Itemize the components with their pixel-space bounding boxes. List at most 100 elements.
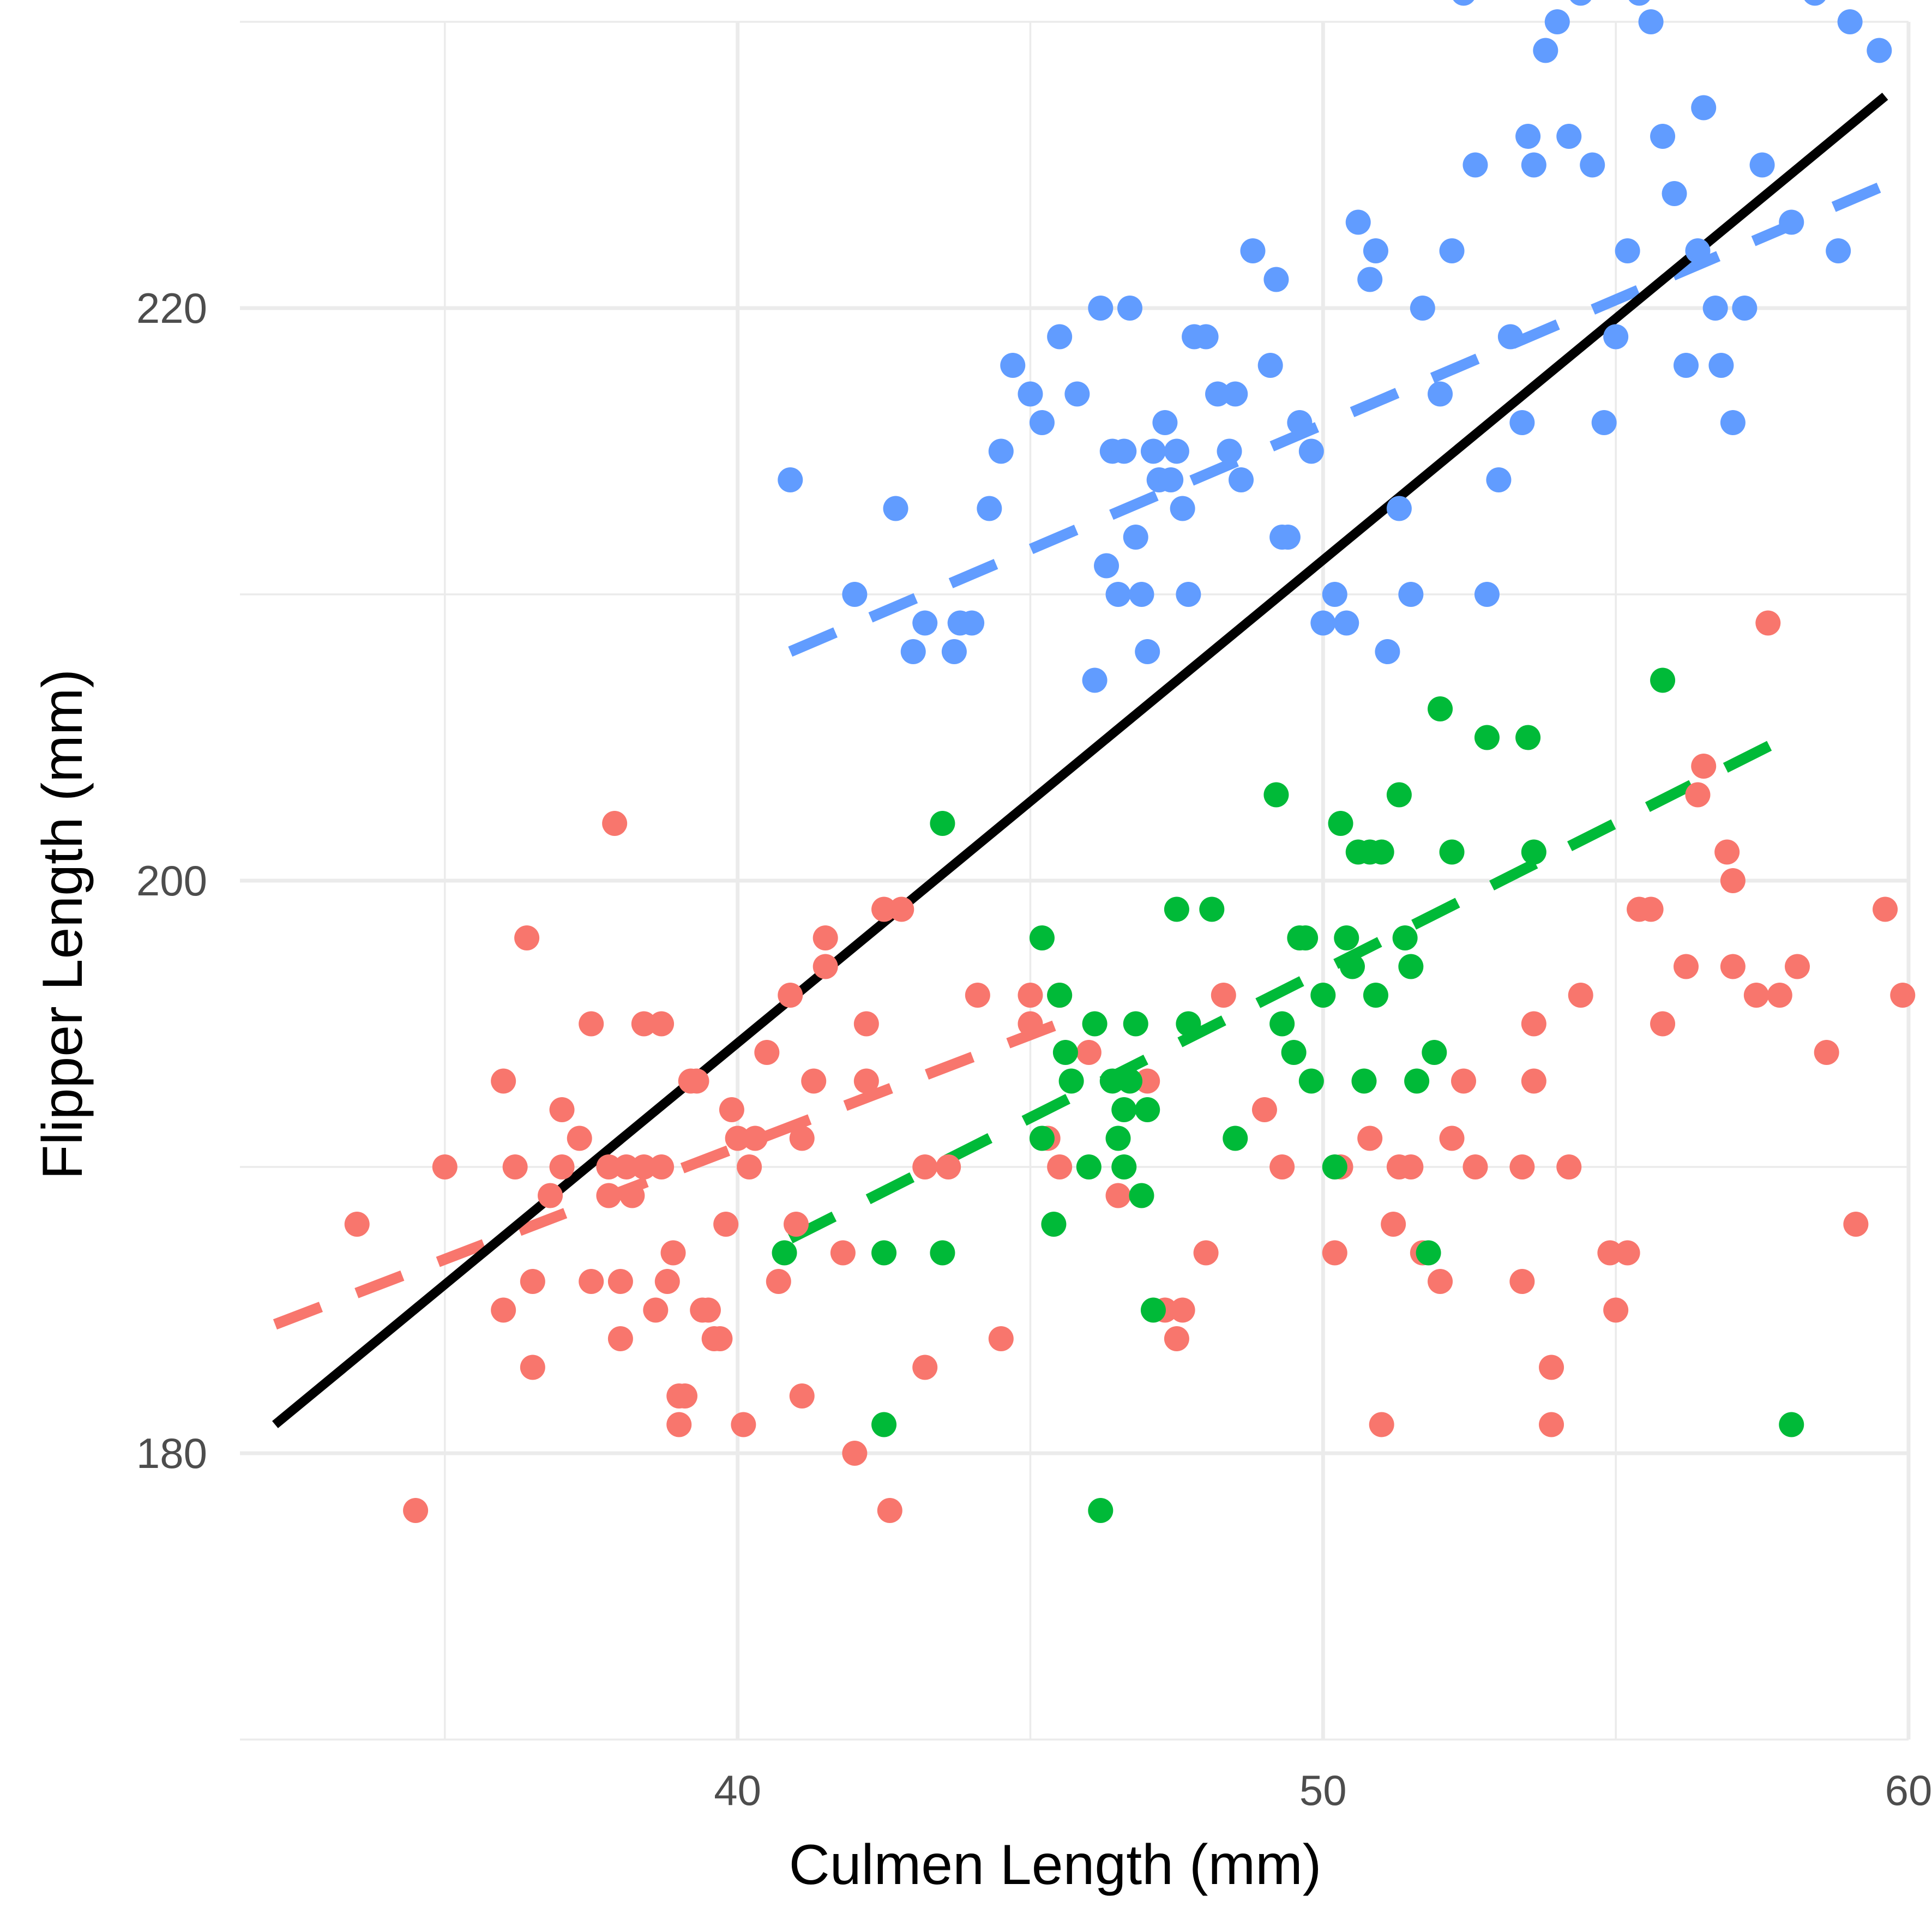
- data-point: [1170, 1297, 1195, 1323]
- y-tick-label: 220: [136, 284, 207, 332]
- data-point: [596, 1183, 622, 1208]
- overall-fit-line: [272, 92, 1888, 1429]
- data-point: [725, 1126, 750, 1151]
- data-point: [1193, 1240, 1219, 1266]
- data-point: [607, 1269, 633, 1294]
- data-point: [988, 1326, 1014, 1351]
- data-point: [1837, 9, 1863, 34]
- data-point: [707, 1326, 733, 1351]
- data-point: [1556, 1154, 1582, 1179]
- data-point: [1404, 1068, 1430, 1094]
- data-point: [1251, 1097, 1277, 1122]
- data-point: [871, 1240, 897, 1266]
- data-point: [1804, 0, 1826, 6]
- data-point: [1123, 525, 1148, 550]
- data-point: [1749, 152, 1775, 178]
- data-point: [649, 1154, 675, 1179]
- data-point: [1129, 582, 1154, 607]
- data-point: [1123, 1011, 1148, 1037]
- data-point: [1521, 1011, 1546, 1037]
- data-point: [1638, 896, 1664, 922]
- data-point: [719, 1097, 744, 1122]
- data-point: [1287, 410, 1313, 435]
- data-point: [344, 1212, 370, 1237]
- data-point: [1357, 267, 1383, 292]
- data-point: [1674, 353, 1699, 378]
- data-point: [684, 1068, 709, 1094]
- data-point: [912, 1355, 938, 1380]
- x-axis-tick-labels: 40 50 60: [714, 1766, 1932, 1814]
- data-point: [1428, 696, 1453, 721]
- data-point: [1322, 582, 1347, 607]
- data-point: [1685, 782, 1711, 808]
- data-point: [1334, 610, 1359, 636]
- data-point: [1217, 438, 1242, 464]
- data-point: [1521, 1068, 1546, 1094]
- data-point: [1398, 582, 1424, 607]
- data-point: [1814, 1040, 1839, 1065]
- data-point: [1029, 410, 1055, 435]
- data-point: [631, 1011, 657, 1037]
- data-point: [830, 1240, 856, 1266]
- data-point: [520, 1355, 545, 1380]
- data-point: [941, 639, 967, 664]
- data-point: [1685, 238, 1711, 263]
- data-point: [1223, 1126, 1248, 1151]
- data-points: [344, 0, 1916, 1523]
- data-point: [1439, 1126, 1465, 1151]
- data-point: [1334, 925, 1359, 950]
- data-point: [731, 1412, 756, 1437]
- series-fit-line: [273, 1007, 1091, 1330]
- data-point: [403, 1498, 429, 1523]
- data-point: [613, 1154, 639, 1179]
- data-point: [1462, 1154, 1488, 1179]
- data-point: [549, 1097, 575, 1122]
- data-point: [1193, 324, 1219, 350]
- data-point: [1029, 1126, 1055, 1151]
- data-point: [789, 1383, 815, 1409]
- data-point: [1164, 438, 1189, 464]
- data-point: [1474, 725, 1500, 750]
- data-point: [1047, 324, 1073, 350]
- data-point: [1386, 782, 1412, 808]
- data-point: [742, 1126, 768, 1151]
- data-point: [1257, 353, 1283, 378]
- data-point: [877, 1498, 902, 1523]
- data-point: [1340, 954, 1365, 979]
- data-point: [1439, 238, 1465, 263]
- data-point: [1638, 9, 1664, 34]
- data-point: [1674, 954, 1699, 979]
- data-point: [1164, 896, 1189, 922]
- x-axis-title: Culmen Length (mm): [789, 1833, 1322, 1897]
- data-point: [812, 925, 838, 950]
- data-point: [1111, 1154, 1137, 1179]
- data-point: [1539, 1355, 1564, 1380]
- data-point: [1428, 1269, 1453, 1294]
- data-point: [1088, 1498, 1114, 1523]
- data-point: [1105, 1183, 1131, 1208]
- x-tick-label: 50: [1299, 1766, 1347, 1814]
- data-point: [1568, 983, 1593, 1008]
- data-point: [1047, 983, 1073, 1008]
- y-tick-label: 200: [136, 857, 207, 905]
- data-point: [1720, 868, 1746, 893]
- data-point: [1111, 1097, 1137, 1122]
- data-point: [1428, 381, 1453, 407]
- data-point: [1486, 467, 1512, 492]
- data-point: [1580, 152, 1605, 178]
- data-point: [1720, 410, 1746, 435]
- data-point: [1398, 1154, 1424, 1179]
- data-point: [812, 954, 838, 979]
- data-point: [737, 1154, 762, 1179]
- data-point: [900, 639, 926, 664]
- data-point: [491, 1068, 516, 1094]
- data-point: [538, 1183, 563, 1208]
- data-point: [766, 1269, 791, 1294]
- data-point: [1398, 954, 1424, 979]
- data-point: [1779, 1412, 1804, 1437]
- data-point: [1328, 811, 1353, 836]
- data-point: [1281, 1040, 1307, 1065]
- data-point: [672, 1383, 697, 1409]
- data-point: [1129, 1183, 1154, 1208]
